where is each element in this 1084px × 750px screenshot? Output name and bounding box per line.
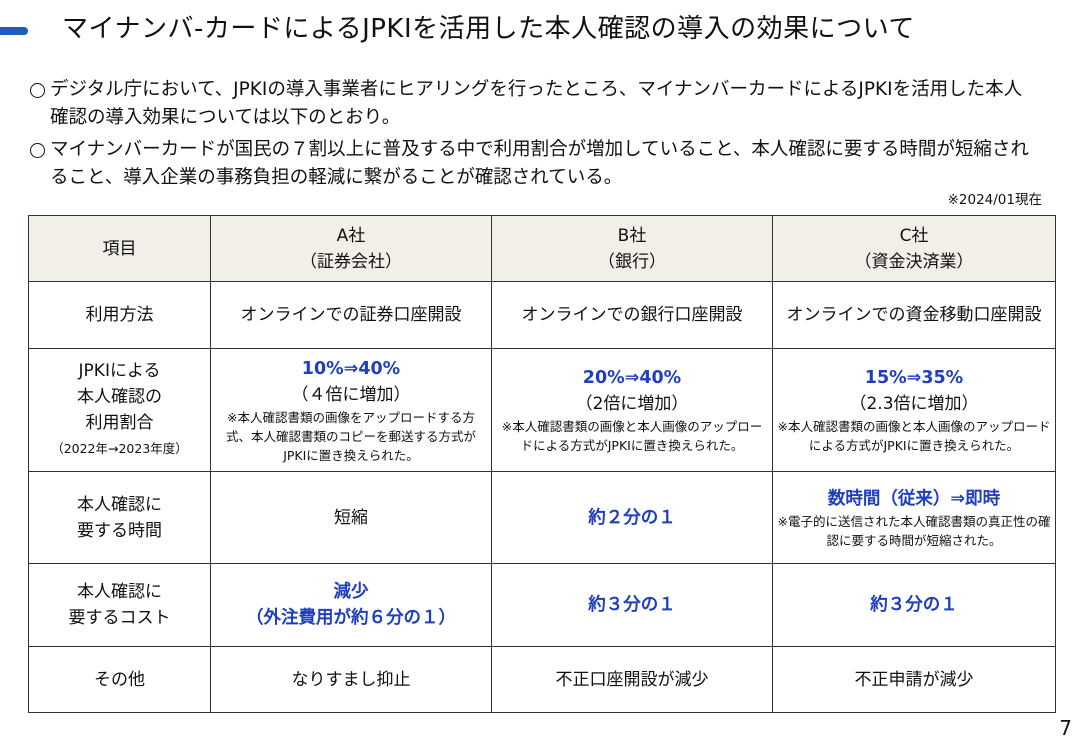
row: その他 なりすまし抑止 不正口座開設が減少 不正申請が減少 [28, 646, 1056, 713]
header-cell: 項目 [28, 215, 211, 282]
cell-text: 不正口座開設が減少 [555, 669, 709, 690]
row-label: JPKIによる 本人確認の利用割合 （2022年→2023年度） [28, 348, 211, 472]
header-cell: B社 （銀行） [491, 215, 773, 282]
page-number: 7 [1059, 716, 1072, 740]
label-line: 要するコスト [68, 608, 171, 628]
cell-text: なりすまし抑止 [291, 669, 411, 690]
highlight: 数時間（従来）⇒即時 [827, 488, 1001, 509]
label-line: JPKIによる [78, 361, 161, 381]
row: 本人確認に要する時間 短縮 約２分の１ 数時間（従来）⇒即時 ※電子的に送信された本人確… [28, 471, 1056, 564]
header-line: C社 [899, 225, 929, 246]
cell-note: ※本人確認書類の画像と本人画像のアップロードによる方式がJPKIに置き換えられた… [777, 419, 1051, 453]
cell-text: オンラインでの証券口座開設 [240, 305, 462, 325]
cell-text: （2倍に増加） [575, 394, 689, 414]
header-cell: C社 （資金決済業） [772, 215, 1056, 282]
highlight: 10%⇒40% [301, 358, 401, 379]
bullet: マイナンバーカードが国民の７割以上に普及する中で利用割合が増加していること、本人… [30, 136, 1040, 192]
cell-text: オンラインでの資金移動口座開設 [786, 305, 1042, 325]
label-line: 本人確認に [77, 494, 162, 515]
cell-note: ※本人確認書類の画像と本人画像のアップロードによる方式がJPKIに置き換えられた… [501, 419, 763, 453]
bullet-list: デジタル庁において、JPKIの導入事業者にヒアリングを行ったところ、マイナンバー… [30, 76, 1040, 196]
highlight: 15%⇒35% [864, 368, 964, 388]
cell: 短縮 [210, 471, 492, 564]
highlight: 約３分の１ [870, 595, 958, 615]
cell: 数時間（従来）⇒即時 ※電子的に送信された本人確認書類の真正性の確認に要する時間が… [772, 471, 1056, 564]
label-line: 本人確認に [77, 582, 162, 602]
cell: 20%⇒40% （2倍に増加） ※本人確認書類の画像と本人画像のアップロードによる方… [491, 348, 773, 472]
cell-text: 短縮 [334, 507, 368, 528]
note: ※2024/01現在 [947, 192, 1042, 208]
header-row: 項目 A社 （証券会社） B社 （銀行） C社 （資金決済業） [28, 215, 1056, 282]
bullet: デジタル庁において、JPKIの導入事業者にヒアリングを行ったところ、マイナンバー… [30, 76, 1040, 132]
cell-note: ※電子的に送信された本人確認書類の真正性の確認に要する時間が短縮された。 [777, 513, 1051, 548]
header-line: （資金決済業） [854, 251, 974, 272]
highlight: （外注費用が約６分の１） [246, 608, 456, 628]
row-label: 本人確認に要する時間 [28, 471, 211, 564]
cell: 10%⇒40% （４倍に増加） ※本人確認書類の画像をアップロードする方式、本人確認… [210, 348, 492, 472]
label-line: 本人確認の [77, 387, 162, 407]
cell: オンラインでの銀行口座開設 [491, 281, 773, 349]
cell: オンラインでの資金移動口座開設 [772, 281, 1056, 349]
highlight: 減少 [333, 582, 369, 602]
title-bar [0, 27, 28, 35]
cell-note: ※本人確認書類の画像をアップロードする方式、本人確認書類のコピーを郵送する方式が… [225, 409, 476, 463]
highlight: 約２分の１ [588, 507, 676, 528]
cell: 約３分の１ [772, 563, 1056, 647]
cell: 不正口座開設が減少 [491, 646, 773, 713]
row-label: 利用方法 [28, 281, 211, 349]
cell-text: 不正申請が減少 [854, 669, 974, 690]
highlight: 20%⇒40% [582, 368, 682, 388]
header-line: B社 [617, 225, 647, 246]
header-line: 項目 [102, 238, 137, 259]
header-line: A社 [336, 225, 366, 246]
header-line: （証券会社） [300, 251, 402, 272]
label-line: その他 [94, 669, 145, 690]
row: 本人確認に要するコスト 減少 （外注費用が約６分の１） 約３分の１ 約３分の１ [28, 563, 1056, 647]
label-note: （2022年→2023年度） [51, 441, 188, 456]
row-label: その他 [28, 646, 211, 713]
cell: なりすまし抑止 [210, 646, 492, 713]
label-line: 要する時間 [77, 520, 162, 541]
row: 利用方法 オンラインでの証券口座開設 オンラインでの銀行口座開設 オンラインでの資金移… [28, 281, 1056, 349]
table: 項目 A社 （証券会社） B社 （銀行） C社 （資金決済業） 利用方法 オンラインでの証券口座… [28, 215, 1056, 713]
cell: 約３分の１ [491, 563, 773, 647]
cell-text: オンラインでの銀行口座開設 [521, 305, 743, 325]
row: JPKIによる 本人確認の利用割合 （2022年→2023年度） 10%⇒40% （４倍… [28, 348, 1056, 472]
cell-text: （2.3倍に増加） [849, 394, 979, 414]
cell-text: （４倍に増加） [291, 384, 411, 405]
label-line: 利用方法 [85, 305, 154, 325]
label-line: 利用割合 [85, 413, 154, 433]
cell: 15%⇒35% （2.3倍に増加） ※本人確認書類の画像と本人画像のアップロードによ… [772, 348, 1056, 472]
cell: 約２分の１ [491, 471, 773, 564]
header-line: （銀行） [598, 251, 666, 272]
highlight: 約３分の１ [588, 595, 676, 615]
cell: 減少 （外注費用が約６分の１） [210, 563, 492, 647]
row-label: 本人確認に要するコスト [28, 563, 211, 647]
title: マイナンバ-カードによるJPKIを活用した本人確認の導入の効果について [62, 14, 915, 44]
header-cell: A社 （証券会社） [210, 215, 492, 282]
cell: 不正申請が減少 [772, 646, 1056, 713]
cell: オンラインでの証券口座開設 [210, 281, 492, 349]
